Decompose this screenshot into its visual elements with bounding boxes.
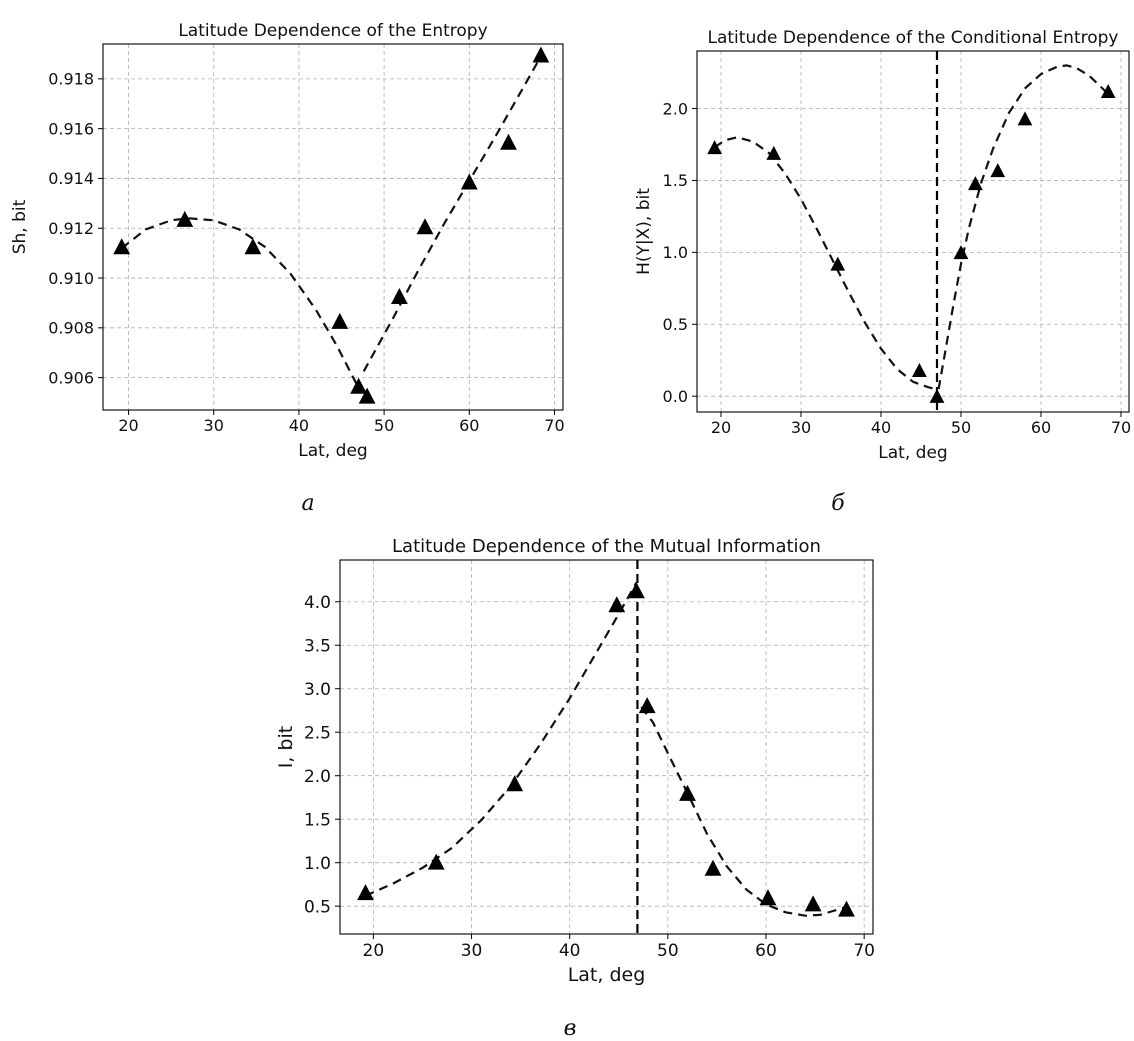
- chart-panel-1: 20 30 40 50 60 70 0.906 0.908 0.910 0.912 0.914 0.9…: [10, 21, 565, 516]
- x-tick-label: 60: [755, 941, 777, 961]
- data-point-triangle: [704, 859, 722, 876]
- y-tick-label: 2.0: [663, 99, 688, 118]
- x-tick-label: 50: [951, 418, 971, 437]
- x-tick-label: 60: [1031, 418, 1051, 437]
- data-point-triangle: [766, 145, 782, 160]
- data-point-triangle: [244, 238, 262, 255]
- data-point-triangle: [427, 853, 445, 870]
- y-tick-label: 0.908: [48, 319, 94, 338]
- data-point-triangle: [460, 173, 478, 190]
- data-point-triangle: [990, 163, 1006, 178]
- fit-curve: [937, 64, 1109, 390]
- data-point-triangle: [759, 889, 777, 906]
- x-tick-label: 70: [544, 416, 564, 435]
- data-point-triangle: [953, 245, 969, 260]
- x-tick-label: 40: [871, 418, 891, 437]
- x-tick-label: 30: [791, 418, 811, 437]
- y-tick-label: 0.914: [48, 169, 94, 188]
- plot-area: [365, 560, 847, 934]
- data-point-triangle: [532, 46, 550, 63]
- data-point-triangle: [707, 140, 722, 155]
- plot-frame: [339, 559, 874, 935]
- data-point-triangle: [628, 582, 645, 599]
- x-tick-label: 70: [1111, 418, 1131, 437]
- data-point-triangle: [838, 900, 855, 917]
- data-point-triangle: [331, 312, 349, 329]
- plot-frame: [696, 50, 1130, 413]
- y-axis-label: I, bit: [275, 726, 297, 768]
- data-point-triangle: [1100, 84, 1116, 98]
- chart-title: Latitude Dependence of the Mutual Inform…: [392, 536, 821, 557]
- data-point-triangle: [357, 884, 374, 901]
- y-axis-label: Sh, bit: [10, 199, 30, 254]
- y-tick-label: 3.5: [304, 636, 331, 656]
- data-point-triangle: [416, 218, 434, 235]
- panel-label: а: [301, 491, 314, 516]
- fit-curve: [362, 55, 542, 372]
- data-point-triangle: [358, 387, 376, 404]
- x-tick-label: 30: [461, 941, 483, 961]
- plot-frame: [102, 43, 564, 411]
- x-tick-label: 60: [459, 416, 479, 435]
- x-tick-label: 40: [559, 941, 581, 961]
- x-tick-label: 50: [374, 416, 394, 435]
- y-axis-label: H(Y|X), bit: [634, 188, 654, 275]
- x-tick-label: 50: [657, 941, 679, 961]
- x-tick-label: 40: [289, 416, 309, 435]
- x-tick-label: 70: [853, 941, 875, 961]
- y-tick-label: 1.0: [304, 854, 331, 874]
- y-tick-label: 0.906: [48, 368, 94, 387]
- data-point-triangle: [929, 388, 945, 403]
- y-tick-label: 0.916: [48, 119, 94, 138]
- x-axis-label: Lat, deg: [878, 443, 947, 463]
- y-tick-label: 1.0: [663, 243, 688, 262]
- chart-panel-3: 20 30 40 50 60 70 0.5 1.0 1.5 2.0 2.5 3.0 3.5 4.0 Lati…: [275, 536, 875, 1041]
- data-point-triangle: [912, 363, 927, 377]
- data-point-triangle: [1017, 111, 1033, 126]
- y-tick-label: 0.5: [304, 897, 331, 917]
- plot-area: [713, 51, 1109, 412]
- x-tick-label: 20: [118, 416, 138, 435]
- y-tick-label: 2.5: [304, 723, 331, 743]
- panel-label: в: [564, 1016, 577, 1041]
- data-point-triangle: [638, 697, 656, 714]
- data-point-triangle: [968, 176, 983, 191]
- chart-title: Latitude Dependence of the Entropy: [178, 21, 487, 41]
- data-point-triangle: [350, 377, 367, 394]
- y-tick-label: 1.5: [304, 810, 331, 830]
- fit-curve: [365, 582, 638, 897]
- x-tick-label: 30: [204, 416, 224, 435]
- fit-curve: [121, 217, 359, 387]
- data-point-triangle: [830, 256, 846, 271]
- x-axis-label: Lat, deg: [568, 964, 646, 986]
- data-point-triangle: [500, 133, 517, 150]
- data-point-triangle: [113, 238, 131, 255]
- data-point-triangle: [391, 288, 408, 304]
- data-point-triangle: [506, 775, 524, 792]
- x-axis-label: Lat, deg: [298, 441, 367, 461]
- x-tick-label: 20: [363, 941, 385, 961]
- x-tick-label: 20: [711, 418, 731, 437]
- y-tick-label: 2.0: [304, 767, 331, 787]
- fit-curve: [640, 706, 847, 917]
- chart-panel-2: 20 30 40 50 60 70 0.0 0.5 1.0 1.5 2.0 Latitude Depe…: [634, 28, 1131, 516]
- y-tick-label: 0.0: [663, 387, 688, 406]
- y-tick-label: 0.918: [48, 70, 94, 89]
- y-tick-label: 4.0: [304, 593, 331, 613]
- y-tick-label: 1.5: [663, 171, 688, 190]
- y-tick-label: 0.910: [48, 269, 94, 288]
- data-point-triangle: [679, 784, 696, 801]
- y-tick-label: 0.912: [48, 219, 94, 238]
- panel-label: б: [831, 491, 845, 516]
- y-tick-label: 0.5: [663, 315, 688, 334]
- data-point-triangle: [608, 596, 626, 613]
- plot-area: [121, 55, 542, 387]
- fit-curve: [713, 136, 936, 391]
- data-point-triangle: [176, 210, 194, 227]
- data-point-triangle: [804, 895, 822, 912]
- chart-title: Latitude Dependence of the Conditional E…: [708, 28, 1119, 48]
- y-tick-label: 3.0: [304, 680, 331, 700]
